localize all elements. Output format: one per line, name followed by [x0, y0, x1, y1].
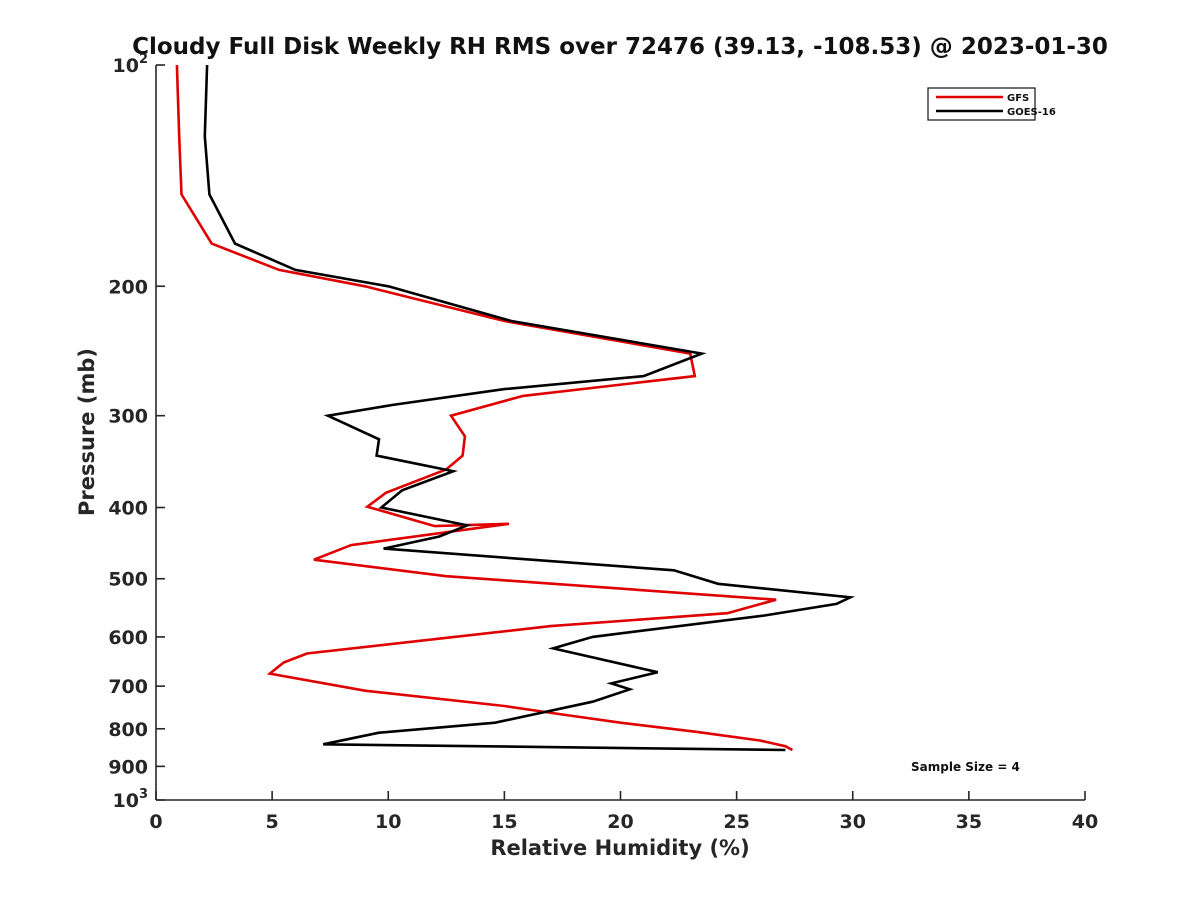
- chart-title: Cloudy Full Disk Weekly RH RMS over 7247…: [132, 34, 1108, 60]
- x-tick-label: 25: [723, 811, 749, 833]
- y-axis-label: Pressure (mb): [75, 348, 99, 516]
- x-tick-label: 30: [840, 811, 866, 833]
- legend-label-gfs: GFS: [1007, 93, 1029, 104]
- y-tick-label: 600: [108, 627, 148, 649]
- y-tick-label: 200: [108, 276, 148, 298]
- legend-box: [927, 87, 1036, 121]
- y-tick-label: 103: [113, 787, 149, 812]
- series-line-goes16: [203, 64, 856, 752]
- x-tick-label: 0: [149, 811, 162, 833]
- y-tick-label: 800: [108, 719, 148, 741]
- x-axis-label: Relative Humidity (%): [490, 836, 749, 860]
- series-line-gfs: [175, 64, 794, 752]
- y-axis-ticks: 102 200 300 400 500 600 700 800 900 103: [108, 52, 165, 812]
- series-layer: [175, 64, 856, 752]
- x-tick-label: 35: [956, 811, 982, 833]
- x-tick-label: 40: [1072, 811, 1098, 833]
- legend-label-goes16: GOES-16: [1007, 107, 1056, 118]
- x-tick-label: 20: [607, 811, 633, 833]
- y-tick-label: 500: [108, 569, 148, 591]
- y-tick-label: 700: [108, 676, 148, 698]
- y-tick-label: 102: [113, 52, 149, 77]
- x-tick-label: 10: [375, 811, 401, 833]
- x-axis-ticks: 0 5 10 15 20 25 30 35 40: [149, 791, 1098, 833]
- y-tick-label: 900: [108, 756, 148, 778]
- y-tick-label: 400: [108, 498, 148, 520]
- x-tick-label: 5: [266, 811, 279, 833]
- sample-size-annotation: Sample Size = 4: [911, 760, 1020, 774]
- x-tick-label: 15: [491, 811, 517, 833]
- y-tick-label: 300: [108, 406, 148, 428]
- legend: GFS GOES-16: [927, 87, 1056, 121]
